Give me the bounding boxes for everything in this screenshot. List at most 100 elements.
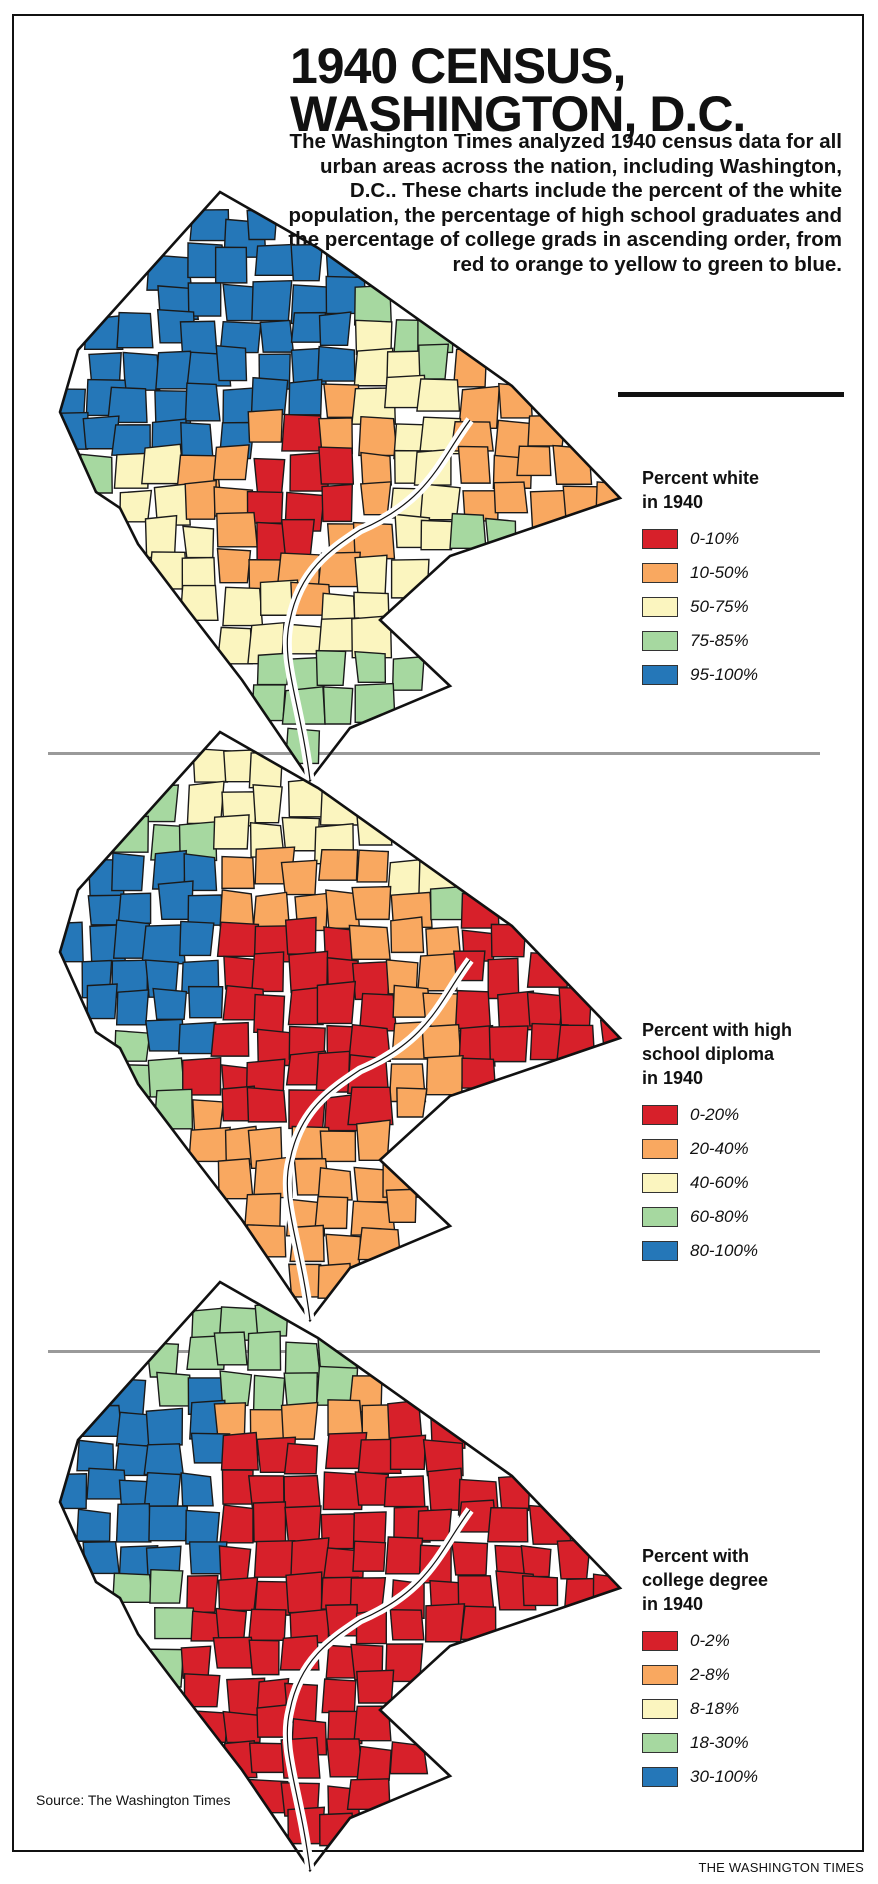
census-tract	[259, 319, 295, 353]
legend-item: 80-100%	[642, 1234, 842, 1268]
census-tract	[246, 1086, 288, 1123]
census-tract	[287, 985, 327, 1026]
census-tract	[184, 382, 221, 422]
census-tract	[322, 1471, 365, 1511]
census-tract	[283, 1474, 322, 1511]
census-tract	[156, 1371, 193, 1407]
census-tract	[141, 443, 185, 485]
census-tract	[106, 386, 148, 424]
census-tract	[280, 859, 318, 896]
legend-item: 95-100%	[642, 658, 842, 692]
legend-title-line: in 1940	[642, 1068, 704, 1088]
census-tract	[389, 1434, 427, 1470]
census-tract	[222, 586, 264, 627]
census-tract	[452, 346, 488, 388]
legend-item: 10-50%	[642, 556, 842, 590]
census-tract	[284, 1341, 322, 1378]
legend-item: 30-100%	[642, 1760, 842, 1794]
legend-swatch	[642, 1733, 678, 1753]
source-note: Source: The Washington Times	[36, 1792, 231, 1808]
legend-range: 0-20%	[690, 1105, 740, 1124]
census-tract	[429, 885, 466, 921]
census-tract	[521, 1575, 559, 1607]
census-tract	[315, 649, 347, 686]
census-tract	[214, 246, 248, 284]
census-tract	[253, 457, 286, 494]
census-tract	[143, 1471, 182, 1507]
legend-range: 10-50%	[690, 563, 749, 582]
legend-item: 0-2%	[642, 1624, 842, 1658]
census-tract	[425, 1054, 464, 1096]
legend-range: 50-75%	[690, 597, 749, 616]
census-tract	[451, 1541, 489, 1576]
census-tract	[360, 451, 393, 486]
census-tract	[215, 344, 248, 382]
census-tracts	[60, 209, 620, 765]
census-tract	[487, 1506, 529, 1543]
legend-range: 8-18%	[690, 1699, 740, 1718]
map-college-degree	[58, 1280, 623, 1873]
census-tract	[281, 413, 325, 452]
census-tract	[248, 1742, 286, 1774]
census-tract	[461, 1057, 497, 1089]
census-tract	[76, 1439, 115, 1472]
census-tract	[215, 1607, 248, 1639]
publisher-credit: THE WASHINGTON TIMES	[698, 1860, 864, 1875]
legend-range: 60-80%	[690, 1207, 749, 1226]
census-tract	[348, 924, 391, 961]
census-tract	[383, 1475, 426, 1508]
census-tract	[252, 1501, 287, 1543]
census-tract	[248, 1608, 287, 1642]
census-tract	[248, 1639, 280, 1676]
census-tract	[321, 1678, 357, 1714]
census-tract	[356, 1745, 392, 1782]
census-tract	[216, 547, 252, 584]
census-tract	[347, 1086, 394, 1126]
census-tract	[254, 1302, 289, 1337]
census-tract	[182, 525, 215, 559]
census-tract	[288, 378, 323, 416]
census-tract	[113, 1029, 151, 1062]
census-tract	[287, 777, 326, 818]
legend-swatch	[642, 1207, 678, 1227]
census-tract	[421, 1023, 462, 1059]
census-tract	[254, 243, 296, 277]
legend-item: 75-85%	[642, 624, 842, 658]
census-tract	[458, 385, 500, 429]
census-tract	[322, 686, 354, 725]
river-outline	[286, 959, 471, 1321]
census-tract	[351, 387, 397, 425]
census-tract	[153, 483, 191, 526]
census-tracts	[60, 1302, 620, 1847]
census-tract	[356, 849, 390, 883]
census-tract	[187, 894, 225, 926]
census-tract	[256, 652, 290, 686]
census-tract	[354, 650, 387, 683]
census-tract	[219, 320, 262, 354]
census-tract	[178, 821, 218, 862]
census-tract	[221, 1469, 254, 1505]
legend-swatch	[642, 529, 678, 549]
census-tract	[354, 1471, 390, 1506]
census-tract	[384, 1536, 424, 1575]
census-tract	[222, 1710, 263, 1744]
census-tract	[189, 209, 230, 242]
census-tract	[454, 989, 492, 1030]
census-tract	[317, 1166, 353, 1201]
census-tract	[148, 1505, 189, 1542]
census-tract	[352, 1540, 387, 1572]
intro-rule	[618, 392, 844, 397]
census-tract	[217, 1576, 259, 1611]
census-tract	[153, 1088, 194, 1130]
census-tract	[117, 892, 152, 924]
census-tract	[145, 1407, 184, 1446]
section-divider-1	[48, 752, 820, 755]
census-tract	[325, 1738, 364, 1778]
census-tract	[285, 1571, 323, 1614]
census-tract	[212, 1636, 256, 1669]
legend-percent-white: Percent white in 1940 0-10% 10-50% 50-75…	[642, 466, 842, 692]
district-boundary	[58, 1280, 623, 1873]
census-tract	[318, 446, 355, 485]
census-tract	[490, 923, 527, 958]
census-tract	[179, 920, 215, 957]
